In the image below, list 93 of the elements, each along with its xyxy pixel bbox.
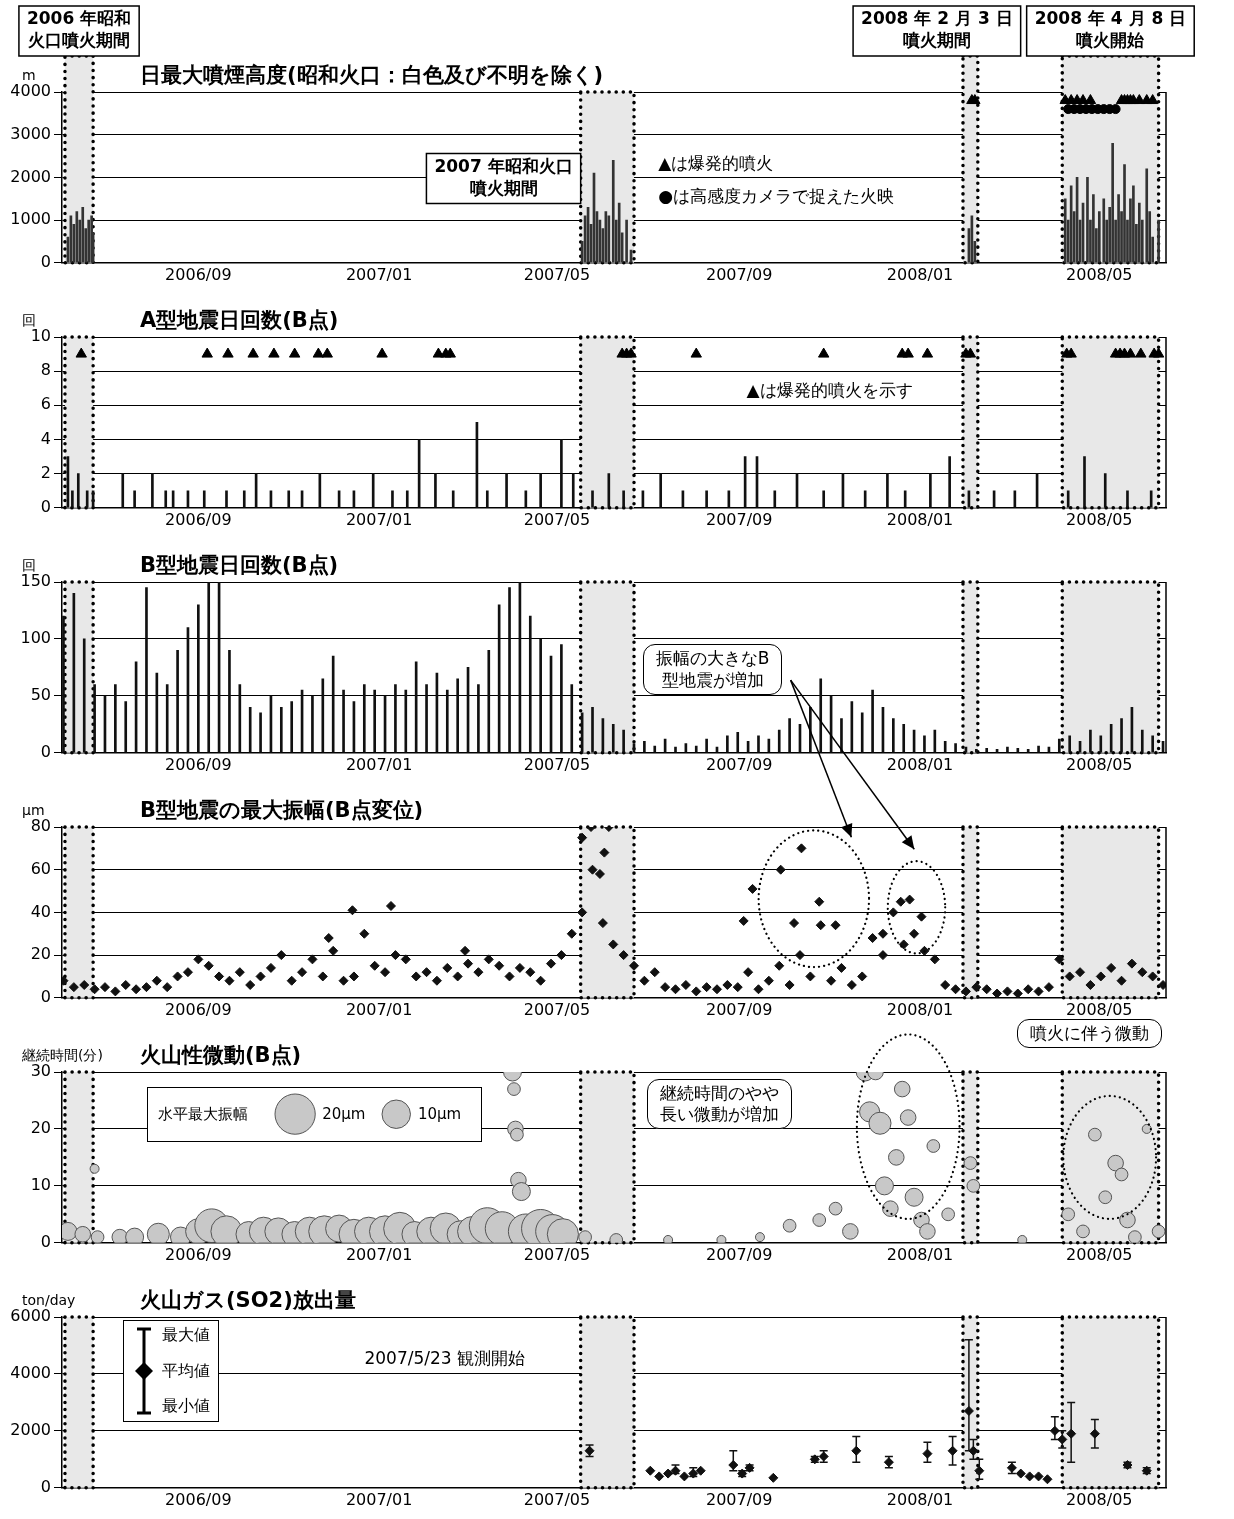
y-tick-label: 40 bbox=[30, 901, 51, 921]
x-tick-label: 2008/01 bbox=[886, 1489, 954, 1509]
x-tick-label: 2007/05 bbox=[523, 999, 591, 1019]
x-tick-label: 2008/05 bbox=[1066, 754, 1133, 774]
y-tick-label: 20 bbox=[30, 1118, 51, 1138]
y-axis-title: ton/day bbox=[22, 1292, 76, 1308]
y-tick-label: 2000 bbox=[10, 166, 51, 186]
band-label: 2008 年 2 月 3 日噴火期間 bbox=[861, 8, 1013, 51]
y-tick-label: 6000 bbox=[10, 1306, 51, 1326]
chart-title: B型地震の最大振幅(B点変位) bbox=[140, 798, 424, 822]
y-tick-label: 3000 bbox=[10, 123, 51, 143]
x-tick-label: 2006/09 bbox=[165, 999, 232, 1019]
x-tick-label: 2007/05 bbox=[523, 1244, 591, 1264]
y-tick-label: 8 bbox=[40, 360, 51, 380]
x-tick-label: 2007/01 bbox=[345, 509, 413, 529]
y-tick-label: 20 bbox=[30, 944, 51, 964]
x-tick-label: 2008/01 bbox=[886, 999, 954, 1019]
y-tick-label: 4000 bbox=[10, 81, 51, 101]
x-tick-label: 2007/05 bbox=[523, 1489, 591, 1509]
legend-label: 20μm bbox=[322, 1105, 366, 1124]
annotation: ●は高感度カメラで捉えた火映 bbox=[658, 185, 894, 208]
x-tick-label: 2007/05 bbox=[523, 509, 591, 529]
band-label: 2007 年昭和火口噴火期間 bbox=[434, 155, 573, 198]
band-label: 2008 年 4 月 8 日噴火開始 bbox=[1034, 8, 1187, 51]
chart-title: 日最大噴煙高度(昭和火口：白色及び不明を除く) bbox=[140, 63, 604, 87]
y-tick-label: 1000 bbox=[10, 209, 51, 229]
y-tick-label: 0 bbox=[40, 1231, 51, 1251]
y-tick-label: 10 bbox=[30, 1175, 51, 1195]
y-axis-title: 回 bbox=[22, 557, 36, 573]
x-tick-label: 2008/01 bbox=[886, 1244, 954, 1264]
x-tick-label: 2008/05 bbox=[1066, 1244, 1133, 1264]
x-tick-label: 2006/09 bbox=[165, 509, 232, 529]
y-axis-title: 継続時間(分) bbox=[21, 1047, 103, 1063]
y-tick-label: 100 bbox=[20, 628, 51, 648]
annotation: 平均値 bbox=[161, 1360, 210, 1382]
x-tick-label: 2007/01 bbox=[345, 1489, 413, 1509]
y-tick-label: 4000 bbox=[10, 1363, 51, 1383]
legend-label: 10μm bbox=[417, 1105, 462, 1124]
x-tick-label: 2007/01 bbox=[345, 999, 413, 1019]
y-tick-label: 4 bbox=[40, 428, 51, 448]
y-tick-label: 0 bbox=[40, 251, 51, 271]
y-tick-label: 2000 bbox=[10, 1420, 51, 1440]
chart-title: A型地震日回数(B点) bbox=[140, 308, 339, 332]
x-tick-label: 2007/05 bbox=[523, 264, 591, 284]
x-tick-label: 2007/01 bbox=[345, 1244, 413, 1264]
y-tick-label: 60 bbox=[30, 858, 51, 878]
band-label: 2006 年昭和火口噴火期間 bbox=[26, 8, 132, 51]
y-tick-label: 0 bbox=[40, 741, 51, 761]
annotation: 最小値 bbox=[161, 1396, 210, 1418]
x-tick-label: 2007/09 bbox=[705, 509, 773, 529]
x-tick-label: 2007/09 bbox=[705, 264, 773, 284]
x-tick-label: 2007/09 bbox=[705, 1489, 773, 1509]
x-tick-label: 2006/09 bbox=[165, 1244, 232, 1264]
chart-title: 火山ガス(SO2)放出量 bbox=[140, 1288, 356, 1312]
x-tick-label: 2006/09 bbox=[165, 264, 232, 284]
annotation: ▲は爆発的噴火 bbox=[658, 153, 774, 175]
x-tick-label: 2008/05 bbox=[1066, 264, 1133, 284]
x-tick-label: 2008/05 bbox=[1066, 999, 1133, 1019]
y-axis-title: m bbox=[22, 67, 36, 83]
y-tick-label: 80 bbox=[30, 816, 51, 836]
y-tick-label: 0 bbox=[40, 986, 51, 1006]
annotation: 継続時間のやや長い微動が増加 bbox=[660, 1082, 780, 1126]
x-tick-label: 2008/05 bbox=[1066, 509, 1133, 529]
y-tick-label: 0 bbox=[40, 496, 51, 516]
x-tick-label: 2007/05 bbox=[523, 754, 591, 774]
y-axis-title: 回 bbox=[22, 312, 36, 328]
y-tick-label: 50 bbox=[30, 685, 51, 705]
y-tick-label: 2 bbox=[40, 462, 51, 482]
x-tick-label: 2008/05 bbox=[1066, 1489, 1133, 1509]
y-tick-label: 150 bbox=[20, 571, 51, 591]
x-tick-label: 2007/01 bbox=[345, 264, 413, 284]
y-tick-label: 30 bbox=[30, 1061, 51, 1081]
x-tick-label: 2008/01 bbox=[886, 264, 954, 284]
annotation: 最大値 bbox=[161, 1325, 210, 1347]
chart-title: B型地震日回数(B点) bbox=[140, 553, 339, 577]
x-tick-label: 2006/09 bbox=[165, 1489, 232, 1509]
annotation: 振幅の大きなB型地震が増加 bbox=[655, 648, 770, 691]
y-tick-label: 6 bbox=[40, 394, 51, 414]
x-tick-label: 2007/09 bbox=[705, 999, 773, 1019]
chart-title: 火山性微動(B点) bbox=[140, 1043, 302, 1067]
annotation: ▲は爆発的噴火を示す bbox=[746, 379, 913, 401]
x-tick-label: 2007/09 bbox=[705, 1244, 773, 1264]
text: 噴火に伴う微動 bbox=[1029, 1023, 1149, 1045]
annotation: 2007/5/23 観測開始 bbox=[364, 1347, 526, 1369]
y-tick-label: 0 bbox=[40, 1476, 51, 1496]
x-tick-label: 2008/01 bbox=[886, 509, 954, 529]
x-tick-label: 2007/01 bbox=[345, 754, 413, 774]
legend-title: 水平最大振幅 bbox=[158, 1104, 248, 1124]
y-axis-title: μm bbox=[22, 802, 45, 818]
x-tick-label: 2006/09 bbox=[165, 754, 232, 774]
x-tick-label: 2007/09 bbox=[705, 754, 773, 774]
y-tick-label: 10 bbox=[30, 326, 51, 346]
x-tick-label: 2008/01 bbox=[886, 754, 954, 774]
